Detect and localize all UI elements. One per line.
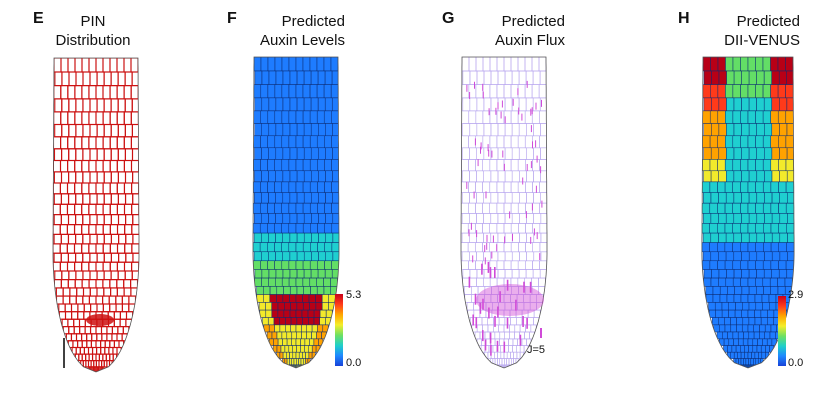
auxin-levels-colorbar-min: 0.0: [346, 357, 361, 369]
flux-cells: [461, 57, 548, 371]
panel-f: F Predicted Auxin Levels 5.3 0.0: [200, 0, 410, 402]
flux-cluster: [476, 284, 544, 316]
auxin-flux-root: [410, 0, 620, 402]
dii-venus-colorbar: [778, 296, 786, 366]
dii-venus-colorbar-max: 2.9: [788, 289, 803, 301]
dii-venus-colorbar-min: 0.0: [788, 357, 803, 369]
auxin-levels-root: [200, 0, 410, 402]
pin-cluster: [86, 314, 114, 326]
panel-h: H Predicted DII-VENUS 2.9 0.0: [620, 0, 830, 402]
panel-g: G Predicted Auxin Flux J=5: [410, 0, 620, 402]
auxin-levels-colorbar-max: 5.3: [346, 289, 361, 301]
auxin-levels-colorbar: [335, 294, 343, 366]
dii-venus-root: [620, 0, 830, 402]
auxin-cells: [253, 57, 340, 371]
panel-e: E PIN Distribution: [0, 0, 200, 402]
pin-distribution-root: [0, 0, 200, 402]
flux-scale-label: J=5: [527, 344, 545, 356]
